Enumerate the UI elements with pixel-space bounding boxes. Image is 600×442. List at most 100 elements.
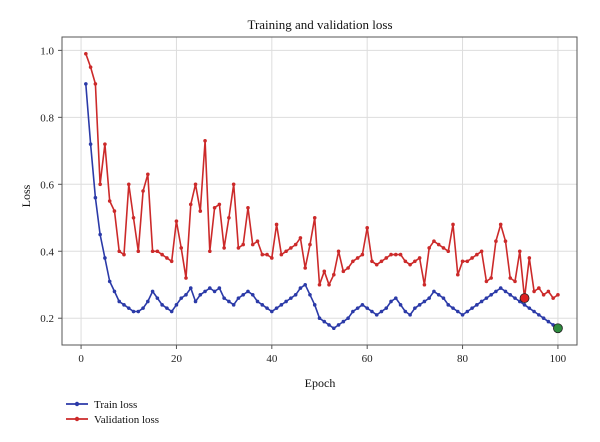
- data-point: [227, 299, 231, 304]
- data-point: [451, 306, 455, 310]
- data-point: [351, 259, 355, 264]
- data-point: [398, 303, 403, 307]
- data-point: [141, 189, 145, 193]
- data-point: [136, 309, 141, 314]
- data-point: [498, 286, 503, 290]
- data-point: [270, 309, 274, 314]
- data-point: [274, 222, 279, 227]
- data-point: [169, 309, 174, 314]
- y-axis-label: Loss: [19, 184, 33, 207]
- data-point: [188, 202, 193, 207]
- data-point: [222, 246, 226, 250]
- data-point: [236, 246, 241, 250]
- chart-title: Training and validation loss: [247, 17, 392, 32]
- series-train: [84, 82, 563, 334]
- data-point: [332, 272, 336, 277]
- x-tick-label: 60: [362, 353, 374, 365]
- data-point: [212, 205, 217, 210]
- data-point: [165, 306, 169, 310]
- data-point: [370, 309, 374, 314]
- data-point: [451, 222, 455, 227]
- data-point: [446, 303, 451, 307]
- data-point: [355, 306, 360, 310]
- data-point: [88, 65, 93, 69]
- axis-ticks: 0 20 40 60 80 100 0.2 0.4 0.6 0.8 1.0: [40, 45, 566, 365]
- data-point: [441, 296, 446, 300]
- data-point: [198, 292, 203, 297]
- data-point: [184, 276, 188, 280]
- data-point: [293, 242, 298, 247]
- data-point: [174, 219, 179, 223]
- data-point: [374, 262, 379, 267]
- data-point: [208, 286, 212, 290]
- data-point: [513, 296, 517, 300]
- data-point: [126, 182, 131, 187]
- data-point: [146, 299, 150, 304]
- data-point: [279, 252, 284, 257]
- y-tick-label: 0.2: [40, 313, 54, 325]
- data-point: [155, 249, 160, 254]
- series-line: [85, 53, 559, 299]
- data-point: [122, 252, 126, 257]
- data-point: [403, 309, 408, 314]
- data-point: [374, 313, 379, 317]
- data-point: [327, 323, 331, 327]
- data-point: [398, 252, 403, 257]
- data-point: [446, 249, 451, 254]
- data-point: [155, 296, 160, 300]
- data-point: [470, 306, 474, 310]
- data-point: [312, 303, 317, 307]
- data-point: [107, 279, 112, 284]
- data-point: [193, 182, 198, 187]
- data-point: [160, 303, 164, 307]
- data-point: [227, 215, 231, 220]
- data-point: [279, 303, 284, 307]
- data-point: [355, 256, 360, 260]
- highlight-point: [553, 323, 563, 334]
- data-point: [146, 172, 150, 177]
- data-point: [107, 199, 112, 203]
- series-line: [85, 83, 559, 330]
- data-point: [379, 309, 384, 314]
- data-point: [260, 252, 265, 257]
- data-point: [389, 299, 393, 304]
- data-point: [403, 259, 408, 264]
- data-point: [441, 246, 446, 250]
- data-point: [393, 252, 398, 257]
- data-point: [508, 292, 513, 297]
- data-point: [360, 252, 365, 257]
- legend: Train loss Validation loss: [66, 399, 159, 426]
- data-point: [136, 249, 141, 254]
- data-point: [298, 286, 303, 290]
- x-axis-label: Epoch: [305, 376, 336, 390]
- y-tick-label: 0.4: [40, 246, 54, 258]
- data-point: [308, 292, 312, 297]
- x-tick-label: 80: [457, 353, 469, 365]
- data-point: [417, 303, 422, 307]
- legend-label: Validation loss: [94, 414, 159, 426]
- data-point: [284, 299, 288, 304]
- data-point: [98, 232, 102, 237]
- x-tick-label: 40: [266, 353, 278, 365]
- data-point: [212, 289, 217, 294]
- data-point: [250, 292, 255, 297]
- data-point: [370, 259, 374, 264]
- data-point: [126, 306, 131, 310]
- data-point: [179, 246, 184, 250]
- data-point: [360, 303, 365, 307]
- data-point: [427, 296, 431, 300]
- legend-swatch-marker: [74, 416, 80, 422]
- data-point: [317, 316, 322, 321]
- data-point: [556, 292, 560, 297]
- data-point: [379, 259, 384, 264]
- data-point: [475, 252, 479, 257]
- data-point: [255, 299, 260, 304]
- plot-frame: [61, 36, 578, 346]
- data-point: [188, 286, 193, 290]
- data-point: [84, 82, 88, 86]
- data-point: [231, 182, 236, 187]
- data-point: [336, 249, 341, 254]
- data-point: [384, 306, 389, 310]
- data-point: [494, 289, 498, 294]
